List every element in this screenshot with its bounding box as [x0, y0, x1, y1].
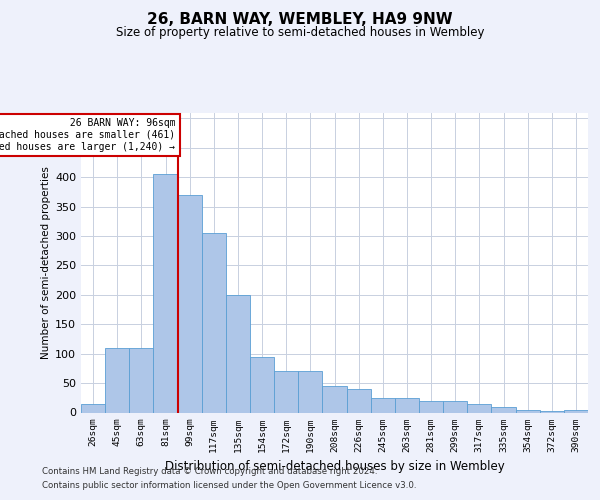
Bar [154, 174, 178, 412]
Bar [467, 404, 491, 412]
Bar [105, 348, 129, 412]
Text: Size of property relative to semi-detached houses in Wembley: Size of property relative to semi-detach… [116, 26, 484, 39]
Bar [347, 389, 371, 412]
Bar [178, 195, 202, 412]
Bar [81, 404, 105, 412]
Bar [322, 386, 347, 412]
Bar [226, 295, 250, 412]
Text: Contains public sector information licensed under the Open Government Licence v3: Contains public sector information licen… [42, 481, 416, 490]
Text: 26 BARN WAY: 96sqm
← 27% of semi-detached houses are smaller (461)
72% of semi-d: 26 BARN WAY: 96sqm ← 27% of semi-detache… [0, 118, 175, 152]
Bar [443, 400, 467, 412]
Bar [274, 372, 298, 412]
X-axis label: Distribution of semi-detached houses by size in Wembley: Distribution of semi-detached houses by … [164, 460, 505, 473]
Text: 26, BARN WAY, WEMBLEY, HA9 9NW: 26, BARN WAY, WEMBLEY, HA9 9NW [147, 12, 453, 28]
Y-axis label: Number of semi-detached properties: Number of semi-detached properties [41, 166, 51, 359]
Bar [419, 400, 443, 412]
Text: Contains HM Land Registry data © Crown copyright and database right 2024.: Contains HM Land Registry data © Crown c… [42, 467, 377, 476]
Bar [515, 410, 540, 412]
Bar [371, 398, 395, 412]
Bar [298, 372, 322, 412]
Bar [129, 348, 154, 412]
Bar [564, 410, 588, 412]
Bar [395, 398, 419, 412]
Bar [202, 233, 226, 412]
Bar [250, 356, 274, 412]
Bar [491, 406, 515, 412]
